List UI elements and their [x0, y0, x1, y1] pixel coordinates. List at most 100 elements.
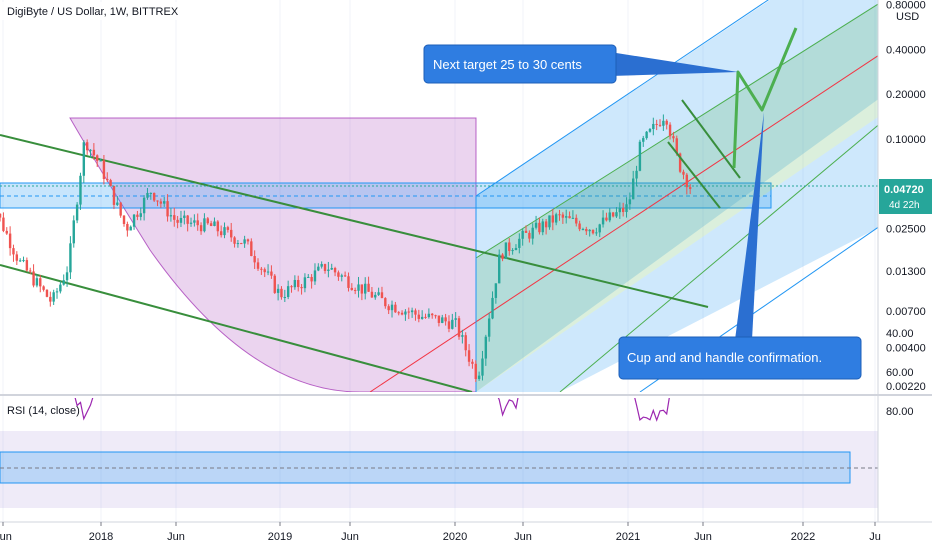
candle	[163, 197, 166, 207]
candle-body	[122, 215, 126, 224]
candle	[424, 313, 427, 319]
candle-body	[618, 207, 622, 213]
x-tick-label: 2021	[616, 531, 640, 543]
candle	[96, 154, 99, 168]
candle-body	[199, 225, 203, 232]
candle-body	[75, 204, 79, 221]
candle	[668, 122, 672, 140]
candle	[531, 223, 534, 245]
vertical-gridlines	[2, 0, 876, 522]
candle-body	[18, 260, 22, 262]
candle-body	[632, 178, 635, 200]
candle	[598, 223, 601, 238]
candle	[615, 207, 618, 218]
candle	[206, 217, 209, 225]
candle	[327, 261, 330, 278]
candle	[528, 230, 531, 243]
candle-body	[183, 215, 186, 218]
candle-body	[29, 270, 32, 272]
candle	[159, 198, 163, 208]
candle-body	[55, 291, 59, 293]
candle	[565, 209, 568, 224]
candle	[233, 236, 236, 248]
candle-body	[444, 317, 447, 322]
candle-body	[69, 243, 72, 273]
candle-body	[169, 215, 173, 217]
candle-body	[595, 232, 598, 234]
candle-body	[112, 185, 116, 205]
candle-body	[79, 175, 82, 205]
candle	[575, 214, 578, 227]
annotation-next-target[interactable]: Next target 25 to 30 cents	[423, 44, 738, 84]
candle-body	[394, 304, 397, 313]
candle-body	[565, 216, 568, 218]
last-price-label-box	[879, 179, 932, 214]
candle-body	[106, 179, 109, 181]
candle	[243, 235, 246, 248]
candle	[303, 273, 307, 293]
candle-body	[2, 217, 5, 231]
candle	[551, 208, 555, 231]
annotation-cup-handle[interactable]: Cup and and handle confirmation.	[618, 112, 862, 380]
candle	[658, 119, 662, 128]
candle-body	[323, 264, 327, 271]
candle-body	[240, 243, 243, 245]
candle	[230, 222, 233, 242]
candle	[380, 286, 384, 299]
candle-body	[209, 223, 213, 227]
candle-body	[400, 312, 404, 315]
candle-body	[608, 212, 611, 221]
candle	[581, 227, 585, 231]
rsi-axis[interactable]: 80.00 60.00 40.00	[886, 328, 914, 418]
candle	[59, 281, 62, 294]
annotation-next-target-box	[423, 44, 617, 84]
candle	[179, 210, 183, 228]
price-axis[interactable]: 0.80000 0.40000 0.20000 0.10000 0.02500 0.013…	[886, 0, 926, 393]
candle-body	[357, 284, 360, 291]
candle-body	[313, 270, 317, 282]
candle	[387, 304, 390, 315]
candle	[665, 119, 668, 130]
candle	[139, 207, 142, 221]
candle-body	[431, 313, 434, 316]
candle-body	[514, 247, 518, 251]
candle	[410, 307, 414, 318]
candle-body	[286, 286, 290, 298]
candle	[270, 265, 273, 279]
candle	[484, 334, 488, 366]
candle	[635, 165, 638, 187]
candle	[333, 266, 337, 277]
x-tick-label: Jun	[0, 531, 12, 543]
candle-body	[504, 242, 508, 259]
candle-body	[387, 306, 390, 311]
candle-body	[263, 269, 266, 273]
channel-line-inner-top	[475, 3, 878, 259]
candle	[22, 256, 25, 263]
candle	[682, 169, 685, 180]
candle	[35, 274, 39, 288]
trendline-lower	[0, 264, 473, 392]
annotation-cup-handle-text: Cup and and handle confirmation.	[627, 350, 822, 365]
candle	[343, 271, 347, 278]
candle	[662, 114, 665, 131]
candle-body	[146, 192, 149, 198]
y-tick-label: 0.10000	[886, 134, 926, 146]
candle	[632, 170, 635, 200]
candle	[384, 297, 387, 309]
time-axis[interactable]: Jun 2018 Jun 2019 Jun 2020 Jun 2021 Jun 2022 Ju	[0, 522, 881, 543]
candle-body	[236, 243, 240, 245]
candle	[79, 172, 82, 210]
candle-body	[451, 319, 454, 329]
candle	[5, 227, 8, 235]
channel-line-top	[475, 0, 769, 197]
candle-body	[410, 310, 414, 313]
candle	[591, 229, 595, 235]
y-tick-label: 0.00400	[886, 342, 926, 354]
candle-body	[658, 124, 662, 126]
candle	[357, 276, 360, 298]
candle	[65, 266, 69, 287]
candle	[213, 217, 216, 227]
candle-body	[598, 224, 601, 233]
candle-body	[156, 200, 159, 202]
